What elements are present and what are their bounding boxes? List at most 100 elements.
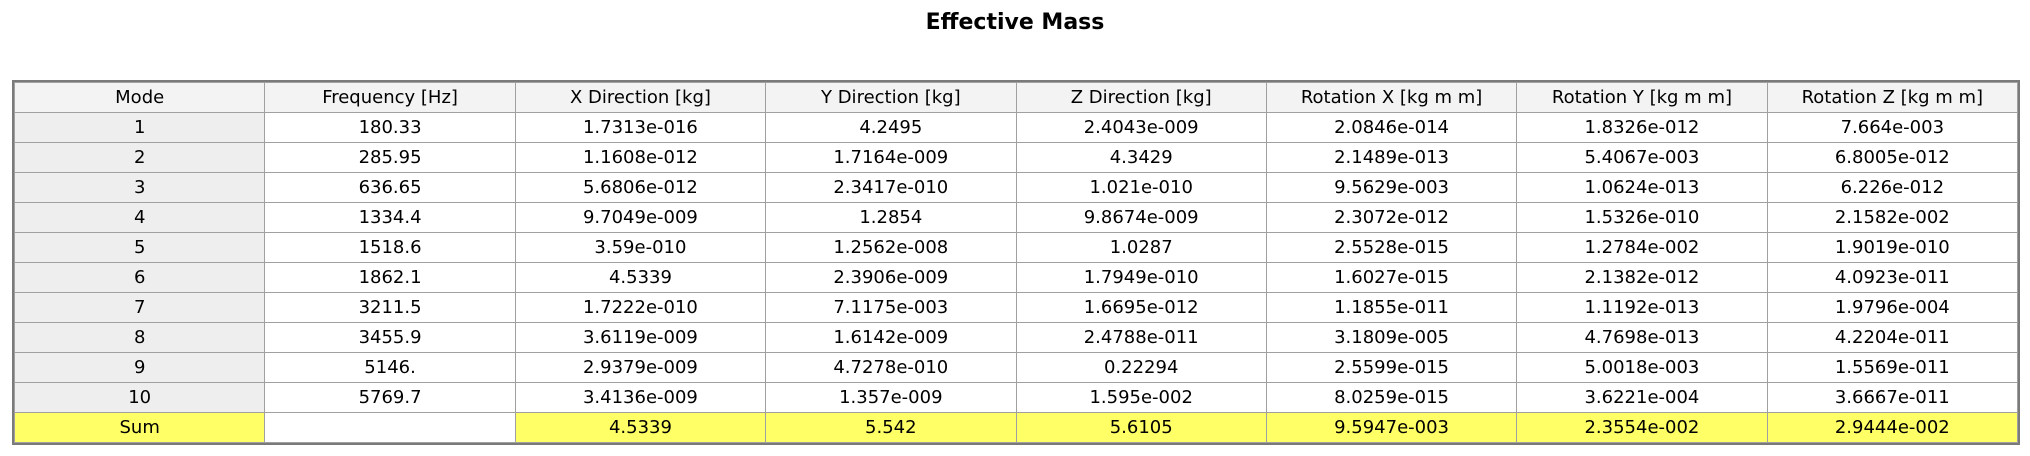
mode-cell: 10 — [13, 382, 266, 413]
sum-z-direction-cell: 5.6105 — [1015, 412, 1267, 443]
table-row[interactable]: 5 1518.6 3.59e-010 1.2562e-008 1.0287 2.… — [13, 232, 2019, 263]
z-direction-cell: 9.8674e-009 — [1015, 202, 1267, 233]
frequency-cell: 1518.6 — [264, 232, 516, 263]
sum-x-direction-cell: 4.5339 — [514, 412, 767, 443]
table-row[interactable]: 3 636.65 5.6806e-012 2.3417e-010 1.021e-… — [13, 172, 2019, 203]
z-direction-cell: 1.0287 — [1015, 232, 1267, 263]
column-header-x-direction[interactable]: X Direction [kg] — [514, 82, 767, 113]
column-header-z-direction[interactable]: Z Direction [kg] — [1015, 82, 1267, 113]
sum-label-cell: Sum — [13, 412, 266, 443]
column-header-frequency[interactable]: Frequency [Hz] — [264, 82, 516, 113]
rotation-y-cell: 5.4067e-003 — [1516, 142, 1768, 173]
frequency-cell: 180.33 — [264, 112, 516, 143]
table-row[interactable]: 4 1334.4 9.7049e-009 1.2854 9.8674e-009 … — [13, 202, 2019, 233]
x-direction-cell: 4.5339 — [514, 262, 767, 293]
x-direction-cell: 3.4136e-009 — [514, 382, 767, 413]
rotation-y-cell: 5.0018e-003 — [1516, 352, 1768, 383]
sum-y-direction-cell: 5.542 — [765, 412, 1017, 443]
mode-cell: 4 — [13, 202, 266, 233]
rotation-x-cell: 2.1489e-013 — [1265, 142, 1518, 173]
rotation-z-cell: 3.6667e-011 — [1766, 382, 2019, 413]
sum-rotation-z-cell: 2.9444e-002 — [1766, 412, 2019, 443]
frequency-cell: 5146. — [264, 352, 516, 383]
z-direction-cell: 4.3429 — [1015, 142, 1267, 173]
rotation-y-cell: 1.2784e-002 — [1516, 232, 1768, 263]
frequency-cell: 1862.1 — [264, 262, 516, 293]
effective-mass-table-container: Mode Frequency [Hz] X Direction [kg] Y D… — [12, 80, 2020, 445]
table-row[interactable]: 1 180.33 1.7313e-016 4.2495 2.4043e-009 … — [13, 112, 2019, 143]
rotation-x-cell: 2.3072e-012 — [1265, 202, 1518, 233]
rotation-x-cell: 2.5528e-015 — [1265, 232, 1518, 263]
y-direction-cell: 4.2495 — [765, 112, 1017, 143]
rotation-y-cell: 1.0624e-013 — [1516, 172, 1768, 203]
table-row[interactable]: 8 3455.9 3.6119e-009 1.6142e-009 2.4788e… — [13, 322, 2019, 353]
rotation-y-cell: 2.1382e-012 — [1516, 262, 1768, 293]
rotation-z-cell: 7.664e-003 — [1766, 112, 2019, 143]
z-direction-cell: 2.4788e-011 — [1015, 322, 1267, 353]
rotation-z-cell: 6.226e-012 — [1766, 172, 2019, 203]
mode-cell: 5 — [13, 232, 266, 263]
rotation-x-cell: 3.1809e-005 — [1265, 322, 1518, 353]
frequency-cell: 3455.9 — [264, 322, 516, 353]
effective-mass-table: Mode Frequency [Hz] X Direction [kg] Y D… — [13, 82, 2019, 443]
z-direction-cell: 1.021e-010 — [1015, 172, 1267, 203]
x-direction-cell: 1.7222e-010 — [514, 292, 767, 323]
mode-cell: 2 — [13, 142, 266, 173]
y-direction-cell: 1.7164e-009 — [765, 142, 1017, 173]
sum-row[interactable]: Sum 4.5339 5.542 5.6105 9.5947e-003 2.35… — [13, 412, 2019, 443]
rotation-x-cell: 2.0846e-014 — [1265, 112, 1518, 143]
y-direction-cell: 2.3417e-010 — [765, 172, 1017, 203]
x-direction-cell: 9.7049e-009 — [514, 202, 767, 233]
column-header-rotation-y[interactable]: Rotation Y [kg m m] — [1516, 82, 1768, 113]
z-direction-cell: 1.7949e-010 — [1015, 262, 1267, 293]
z-direction-cell: 0.22294 — [1015, 352, 1267, 383]
rotation-z-cell: 6.8005e-012 — [1766, 142, 2019, 173]
table-title: Effective Mass — [925, 10, 1105, 35]
header-row: Mode Frequency [Hz] X Direction [kg] Y D… — [13, 82, 2019, 113]
sum-rotation-x-cell: 9.5947e-003 — [1265, 412, 1518, 443]
table-row[interactable]: 9 5146. 2.9379e-009 4.7278e-010 0.22294 … — [13, 352, 2019, 383]
rotation-z-cell: 4.2204e-011 — [1766, 322, 2019, 353]
rotation-x-cell: 1.6027e-015 — [1265, 262, 1518, 293]
x-direction-cell: 3.59e-010 — [514, 232, 767, 263]
mode-cell: 6 — [13, 262, 266, 293]
z-direction-cell: 1.6695e-012 — [1015, 292, 1267, 323]
frequency-cell: 636.65 — [264, 172, 516, 203]
column-header-rotation-x[interactable]: Rotation X [kg m m] — [1265, 82, 1518, 113]
mode-cell: 9 — [13, 352, 266, 383]
table-body: 1 180.33 1.7313e-016 4.2495 2.4043e-009 … — [13, 112, 2019, 443]
rotation-z-cell: 1.9796e-004 — [1766, 292, 2019, 323]
rotation-y-cell: 1.8326e-012 — [1516, 112, 1768, 143]
table-row[interactable]: 10 5769.7 3.4136e-009 1.357e-009 1.595e-… — [13, 382, 2019, 413]
table-row[interactable]: 6 1862.1 4.5339 2.3906e-009 1.7949e-010 … — [13, 262, 2019, 293]
x-direction-cell: 3.6119e-009 — [514, 322, 767, 353]
table-row[interactable]: 2 285.95 1.1608e-012 1.7164e-009 4.3429 … — [13, 142, 2019, 173]
y-direction-cell: 7.1175e-003 — [765, 292, 1017, 323]
rotation-z-cell: 4.0923e-011 — [1766, 262, 2019, 293]
y-direction-cell: 2.3906e-009 — [765, 262, 1017, 293]
mode-cell: 1 — [13, 112, 266, 143]
x-direction-cell: 5.6806e-012 — [514, 172, 767, 203]
frequency-cell: 285.95 — [264, 142, 516, 173]
mode-cell: 3 — [13, 172, 266, 203]
rotation-x-cell: 9.5629e-003 — [1265, 172, 1518, 203]
column-header-mode[interactable]: Mode — [13, 82, 266, 113]
rotation-y-cell: 1.5326e-010 — [1516, 202, 1768, 233]
y-direction-cell: 1.2562e-008 — [765, 232, 1017, 263]
frequency-cell: 1334.4 — [264, 202, 516, 233]
x-direction-cell: 2.9379e-009 — [514, 352, 767, 383]
z-direction-cell: 2.4043e-009 — [1015, 112, 1267, 143]
rotation-z-cell: 2.1582e-002 — [1766, 202, 2019, 233]
mode-cell: 7 — [13, 292, 266, 323]
x-direction-cell: 1.7313e-016 — [514, 112, 767, 143]
table-row[interactable]: 7 3211.5 1.7222e-010 7.1175e-003 1.6695e… — [13, 292, 2019, 323]
z-direction-cell: 1.595e-002 — [1015, 382, 1267, 413]
rotation-y-cell: 3.6221e-004 — [1516, 382, 1768, 413]
column-header-rotation-z[interactable]: Rotation Z [kg m m] — [1766, 82, 2019, 113]
column-header-y-direction[interactable]: Y Direction [kg] — [765, 82, 1017, 113]
frequency-cell: 5769.7 — [264, 382, 516, 413]
rotation-x-cell: 1.1855e-011 — [1265, 292, 1518, 323]
rotation-y-cell: 4.7698e-013 — [1516, 322, 1768, 353]
y-direction-cell: 1.357e-009 — [765, 382, 1017, 413]
mode-cell: 8 — [13, 322, 266, 353]
